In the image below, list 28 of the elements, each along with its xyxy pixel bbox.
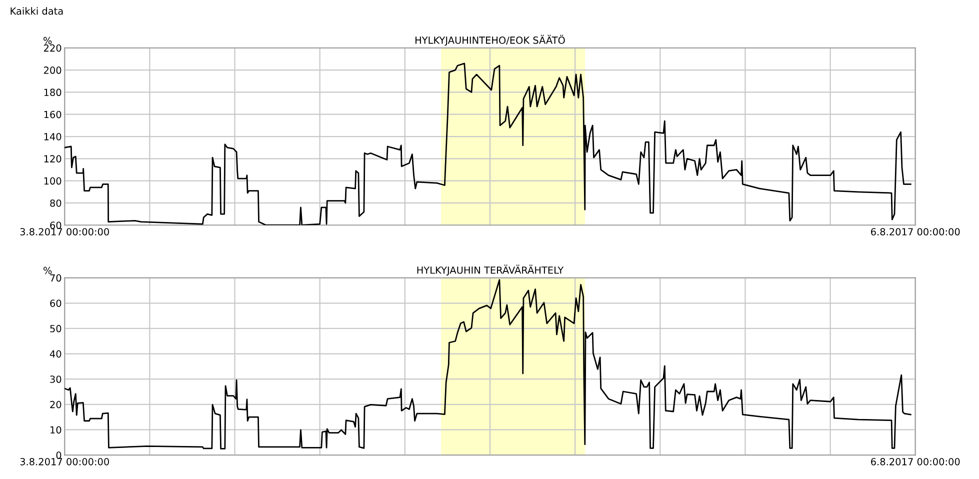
y-tick-label: 180 <box>44 88 62 96</box>
y-tick-label: 10 <box>50 426 62 434</box>
x-tick-label: 3.8.2017 00:00:00 <box>20 228 109 236</box>
y-tick-label: 220 <box>44 44 62 52</box>
chart-title: HYLKYJAUHINTEHO/EOK SÄÄTÖ <box>416 34 565 46</box>
line-series <box>64 279 912 450</box>
y-tick-label: 40 <box>50 350 62 358</box>
y-tick-label: 120 <box>44 155 62 162</box>
y-tick-label: 60 <box>50 222 62 229</box>
x-tick-label: 6.8.2017 00:00:00 <box>871 228 960 236</box>
y-tick-label: 0 <box>56 452 62 459</box>
y-axis-title: % <box>44 266 52 274</box>
y-tick-label: 100 <box>44 177 62 185</box>
y-tick-label: 60 <box>50 300 62 307</box>
text: Kaikki data <box>10 7 63 15</box>
y-tick-label: 80 <box>50 199 62 207</box>
y-tick-label: 200 <box>44 66 62 74</box>
y-tick-label: 30 <box>50 376 62 383</box>
y-tick-label: 20 <box>50 400 62 408</box>
chart-title: HYLKYJAUHIN TERÄVÄRÄHTELY <box>417 264 564 276</box>
y-tick-label: 70 <box>50 274 62 282</box>
x-tick-label: 3.8.2017 00:00:00 <box>20 458 109 466</box>
y-tick-label: 160 <box>44 110 62 118</box>
y-axis-title: % <box>44 36 52 44</box>
y-tick-label: 140 <box>44 132 62 140</box>
y-tick-label: 50 <box>50 324 62 332</box>
x-tick-label: 6.8.2017 00:00:00 <box>871 458 960 466</box>
line-series <box>64 62 912 226</box>
